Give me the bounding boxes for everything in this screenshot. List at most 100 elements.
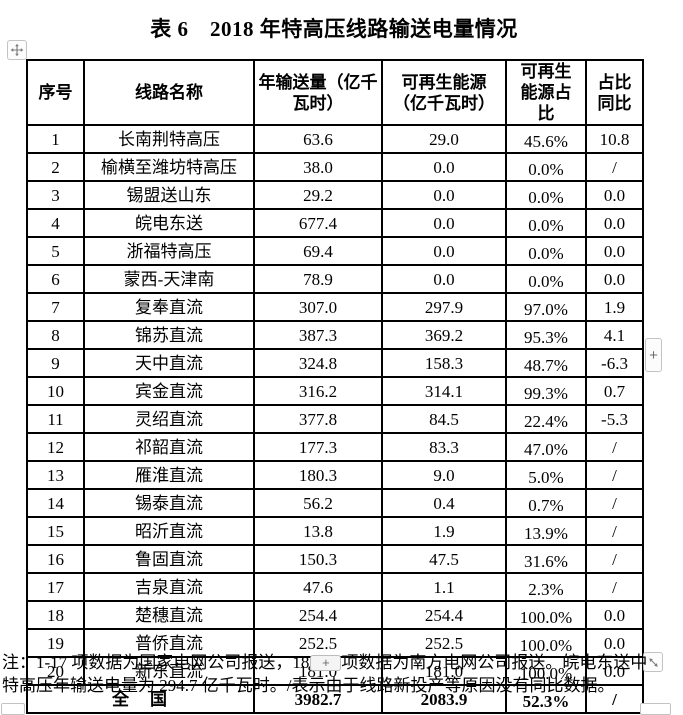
cell-line-name: 楚穗直流 [83, 600, 255, 630]
cell-renewable: 252.5 [381, 628, 507, 658]
cell-share: 0.0% [505, 180, 587, 210]
cell-share: 31.6% [505, 544, 587, 574]
table-resize-handle[interactable] [643, 652, 663, 672]
table-row: 10 宾金直流 316.2 314.1 99.3% 0.7 [26, 376, 644, 406]
cell-line-name: 普侨直流 [83, 628, 255, 658]
table-body: 1 长南荆特高压 63.6 29.0 45.6% 10.8 2 榆横至潍坊特高压 38.0 0.0… [26, 124, 644, 686]
cell-line-name: 鲁固直流 [83, 544, 255, 574]
table-row: 11 灵绍直流 377.8 84.5 22.4% -5.3 [26, 404, 644, 434]
cell-annual: 177.3 [253, 432, 383, 462]
table-row: 17 吉泉直流 47.6 1.1 2.3% / [26, 572, 644, 602]
header-row: 序号 线路名称 年输送量（亿千瓦时） 可再生能源（亿千瓦时） 可再生能源占比 占… [26, 59, 644, 126]
cell-serial: 2 [26, 152, 85, 182]
cell-yoy: 0.0 [585, 628, 644, 658]
cell-yoy: / [585, 488, 644, 518]
cell-renewable: 254.4 [381, 600, 507, 630]
cell-yoy: / [585, 460, 644, 490]
cell-serial: 17 [26, 572, 85, 602]
table-row: 7 复奉直流 307.0 297.9 97.0% 1.9 [26, 292, 644, 322]
cell-renewable: 84.5 [381, 404, 507, 434]
cell-yoy: 1.9 [585, 292, 644, 322]
table-row: 4 皖电东送 677.4 0.0 0.0% 0.0 [26, 208, 644, 238]
cell-line-name: 祁韶直流 [83, 432, 255, 462]
cell-serial: 8 [26, 320, 85, 350]
cell-renewable: 47.5 [381, 544, 507, 574]
cell-serial: 19 [26, 628, 85, 658]
cell-serial: 16 [26, 544, 85, 574]
table-row: 9 天中直流 324.8 158.3 48.7% -6.3 [26, 348, 644, 378]
cell-yoy: 0.0 [585, 208, 644, 238]
cell-yoy: 4.1 [585, 320, 644, 350]
cell-yoy: / [585, 432, 644, 462]
cell-serial: 7 [26, 292, 85, 322]
table-row: 2 榆横至潍坊特高压 38.0 0.0 0.0% / [26, 152, 644, 182]
cell-annual: 324.8 [253, 348, 383, 378]
cell-line-name: 蒙西-天津南 [83, 264, 255, 294]
cell-share: 47.0% [505, 432, 587, 462]
table-row: 6 蒙西-天津南 78.9 0.0 0.0% 0.0 [26, 264, 644, 294]
cell-annual: 69.4 [253, 236, 383, 266]
total-row: 全 国 3982.7 2083.9 52.3% / [26, 684, 644, 714]
cell-yoy: / [585, 572, 644, 602]
cell-serial: 15 [26, 516, 85, 546]
cell-yoy: / [585, 516, 644, 546]
move-icon [10, 43, 24, 57]
cell-renewable: 369.2 [381, 320, 507, 350]
header-yoy: 占比同比 [585, 59, 644, 126]
cell-line-name: 灵绍直流 [83, 404, 255, 434]
plus-icon: + [649, 346, 658, 364]
cell-renewable: 314.1 [381, 376, 507, 406]
cell-yoy: / [585, 152, 644, 182]
cell-annual: 38.0 [253, 152, 383, 182]
bottom-left-handle-partial[interactable] [1, 703, 25, 715]
total-yoy: / [585, 684, 644, 714]
cell-renewable: 297.9 [381, 292, 507, 322]
cell-serial: 14 [26, 488, 85, 518]
table-row: 16 鲁固直流 150.3 47.5 31.6% / [26, 544, 644, 574]
cell-line-name: 天中直流 [83, 348, 255, 378]
cell-share: 13.9% [505, 516, 587, 546]
cell-share: 100.0% [505, 600, 587, 630]
table-row: 5 浙福特高压 69.4 0.0 0.0% 0.0 [26, 236, 644, 266]
cell-renewable: 158.3 [381, 348, 507, 378]
cell-annual: 13.8 [253, 516, 383, 546]
table-move-handle[interactable] [7, 40, 27, 60]
cell-renewable: 0.0 [381, 208, 507, 238]
cell-annual: 307.0 [253, 292, 383, 322]
header-renewable: 可再生能源（亿千瓦时） [381, 59, 507, 126]
header-annual: 年输送量（亿千瓦时） [253, 59, 383, 126]
cell-yoy: -6.3 [585, 348, 644, 378]
uhv-power-table: 序号 线路名称 年输送量（亿千瓦时） 可再生能源（亿千瓦时） 可再生能源占比 占… [26, 59, 644, 714]
cell-share: 0.0% [505, 152, 587, 182]
cell-share: 100.0% [505, 628, 587, 658]
cell-share: 0.0% [505, 208, 587, 238]
cell-annual: 150.3 [253, 544, 383, 574]
cell-share: 95.3% [505, 320, 587, 350]
resize-diagonal-icon [648, 657, 658, 667]
cell-yoy: 0.0 [585, 180, 644, 210]
footnote: 注：1-17 项数据为国家电网公司报送，18 + 项数据为南方电网公司报送。皖电东送… [2, 651, 666, 697]
cell-annual: 254.4 [253, 600, 383, 630]
cell-line-name: 长南荆特高压 [83, 124, 255, 154]
cell-annual: 377.8 [253, 404, 383, 434]
cell-line-name: 榆横至潍坊特高压 [83, 152, 255, 182]
cell-share: 0.0% [505, 264, 587, 294]
cell-renewable: 83.3 [381, 432, 507, 462]
cell-line-name: 锡盟送山东 [83, 180, 255, 210]
cell-serial: 18 [26, 600, 85, 630]
cell-renewable: 0.0 [381, 264, 507, 294]
table-row: 1 长南荆特高压 63.6 29.0 45.6% 10.8 [26, 124, 644, 154]
cell-renewable: 0.0 [381, 152, 507, 182]
header-serial: 序号 [26, 59, 85, 126]
cell-serial: 10 [26, 376, 85, 406]
header-share: 可再生能源占比 [505, 59, 587, 126]
add-row-button[interactable]: + [310, 655, 342, 671]
cell-serial: 6 [26, 264, 85, 294]
footnote-text-before-button: 注：1-17 项数据为国家电网公司报送，18 [2, 653, 310, 672]
add-column-button[interactable]: + [645, 338, 662, 372]
cell-line-name: 吉泉直流 [83, 572, 255, 602]
cell-yoy: -5.3 [585, 404, 644, 434]
cell-yoy: 0.0 [585, 600, 644, 630]
bottom-right-handle-partial[interactable] [640, 703, 671, 715]
cell-serial: 12 [26, 432, 85, 462]
